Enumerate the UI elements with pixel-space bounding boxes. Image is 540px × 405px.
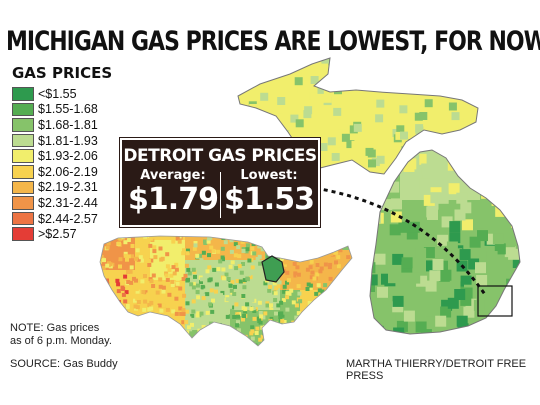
note-line-1: NOTE: Gas prices bbox=[10, 322, 100, 334]
legend-item: $2.19-2.31 bbox=[12, 180, 98, 196]
divider bbox=[220, 172, 221, 218]
legend-label: $1.93-2.06 bbox=[38, 149, 98, 164]
legend-item: $1.68-1.81 bbox=[12, 117, 98, 133]
legend-label: $1.68-1.81 bbox=[38, 117, 98, 132]
legend-item: $2.31-2.44 bbox=[12, 195, 98, 211]
legend-label: $1.55-1.68 bbox=[38, 102, 98, 117]
legend-label: <$1.55 bbox=[38, 86, 77, 101]
legend-label: $1.81-1.93 bbox=[38, 133, 98, 148]
detroit-prices-box: DETROIT GAS PRICES Average: $1.79 Lowest… bbox=[120, 138, 320, 227]
legend-item: <$1.55 bbox=[12, 86, 98, 102]
legend-swatch bbox=[12, 102, 34, 117]
legend-item: $1.93-2.06 bbox=[12, 148, 98, 164]
legend-label: $2.31-2.44 bbox=[38, 195, 98, 210]
legend-item: >$2.57 bbox=[12, 226, 98, 242]
legend-item: $2.44-2.57 bbox=[12, 211, 98, 227]
legend-swatch bbox=[12, 164, 34, 179]
average-value: $1.79 bbox=[128, 182, 219, 217]
legend-swatch bbox=[12, 118, 34, 132]
average-stat: Average: $1.79 bbox=[128, 168, 219, 217]
legend-label: $2.44-2.57 bbox=[38, 211, 98, 226]
legend-swatch bbox=[12, 149, 34, 163]
legend-label: $2.19-2.31 bbox=[38, 180, 98, 195]
legend-swatch bbox=[12, 196, 34, 210]
legend-swatch bbox=[12, 87, 34, 101]
detroit-area-outline bbox=[477, 285, 513, 317]
legend-swatch bbox=[12, 211, 34, 226]
lowest-stat: Lowest: $1.53 bbox=[224, 168, 315, 217]
legend-swatch bbox=[12, 180, 34, 195]
legend-label: $2.06-2.19 bbox=[38, 164, 98, 179]
legend-item: $1.55-1.68 bbox=[12, 102, 98, 118]
source: SOURCE: Gas Buddy bbox=[10, 358, 118, 370]
credit: MARTHA THIERRY/DETROIT FREE PRESS bbox=[346, 358, 527, 382]
legend-label: >$2.57 bbox=[38, 227, 77, 242]
legend-item: $1.81-1.93 bbox=[12, 133, 98, 149]
legend-item: $2.06-2.19 bbox=[12, 164, 98, 180]
connector-line bbox=[299, 184, 488, 297]
legend-swatch bbox=[12, 227, 34, 241]
legend-title: GAS PRICES bbox=[12, 64, 113, 82]
detroit-box-title: DETROIT GAS PRICES bbox=[123, 146, 317, 166]
note: NOTE: Gas prices as of 6 p.m. Monday. bbox=[10, 322, 112, 348]
lowest-value: $1.53 bbox=[224, 182, 315, 217]
legend-swatch bbox=[12, 133, 34, 148]
note-line-2: as of 6 p.m. Monday. bbox=[10, 335, 112, 347]
average-label: Average: bbox=[140, 168, 206, 183]
lowest-label: Lowest: bbox=[240, 168, 298, 183]
legend: <$1.55 $1.55-1.68 $1.68-1.81 $1.81-1.93 $1.9… bbox=[12, 86, 98, 242]
